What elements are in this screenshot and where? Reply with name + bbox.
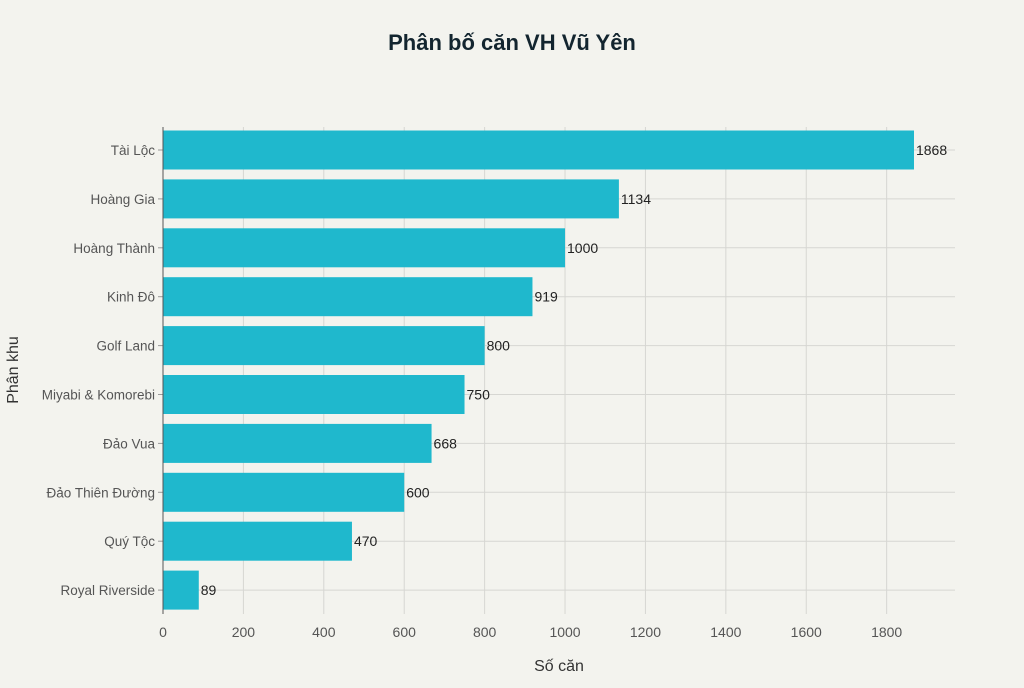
x-tick-label: 1200 [630, 624, 661, 640]
data-label: 1000 [567, 240, 598, 256]
bar [163, 423, 432, 463]
y-tick-label: Tài Lộc [111, 143, 156, 158]
x-tick-label: 1000 [549, 624, 580, 640]
x-tick-label: 400 [312, 624, 336, 640]
y-tick-label: Kinh Đô [107, 290, 155, 305]
bar [163, 375, 465, 414]
x-tick-label: 0 [159, 624, 167, 640]
data-label: 668 [434, 435, 458, 451]
data-label: 89 [201, 582, 217, 598]
bar [163, 570, 199, 610]
x-tick-label: 1400 [710, 624, 741, 640]
bar [163, 228, 566, 268]
y-tick-label: Royal Riverside [60, 583, 155, 598]
y-tick-label: Golf Land [96, 339, 155, 354]
bar [163, 179, 619, 219]
y-tick-label: Hoàng Gia [90, 192, 155, 207]
y-axis-label: Phân khu [5, 336, 22, 404]
bar [163, 277, 533, 317]
y-tick-label: Quý Tộc [104, 534, 155, 549]
data-label: 470 [354, 533, 378, 549]
bar [163, 472, 405, 512]
y-tick-label: Đảo Thiên Đường [47, 485, 155, 500]
data-label: 919 [534, 289, 558, 305]
x-axis-label: Số căn [534, 658, 584, 675]
x-tick-label: 200 [232, 624, 256, 640]
data-label: 600 [406, 484, 430, 500]
data-label: 1134 [621, 191, 651, 207]
x-tick-label: 800 [473, 624, 497, 640]
data-label: 1868 [916, 142, 947, 158]
bar [163, 521, 352, 561]
x-tick-label: 1600 [791, 624, 822, 640]
bar [163, 130, 914, 170]
y-tick-label: Hoàng Thành [73, 241, 155, 256]
x-tick-label: 1800 [871, 624, 902, 640]
x-tick-label: 600 [393, 624, 417, 640]
data-label: 750 [467, 387, 491, 403]
y-tick-label: Đảo Vua [103, 436, 156, 451]
data-label: 800 [487, 338, 511, 354]
y-tick-label: Miyabi & Komorebi [42, 388, 155, 403]
chart-title: Phân bố căn VH Vũ Yên [388, 30, 636, 55]
bar [163, 326, 485, 366]
